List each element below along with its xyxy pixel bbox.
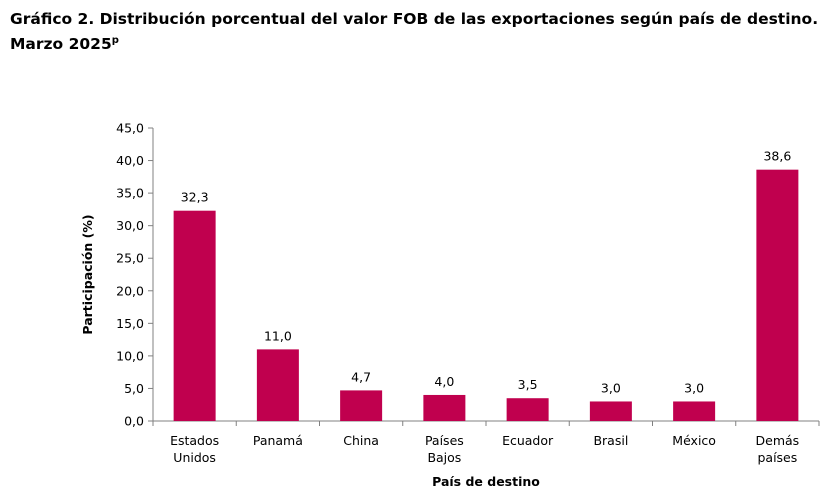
y-tick-label: 45,0 <box>116 121 144 136</box>
x-category-label: países <box>757 450 797 465</box>
x-category-label: Estados <box>170 433 219 448</box>
chart-title-line-2: Marzo 2025p <box>10 30 810 55</box>
y-tick-label: 15,0 <box>116 316 144 331</box>
x-category-label: China <box>343 433 379 448</box>
x-category-label: Panamá <box>253 433 303 448</box>
data-label: 3,0 <box>601 380 621 395</box>
bar <box>506 398 549 421</box>
y-axis-title: Participación (%) <box>80 214 95 334</box>
x-category-label: Brasil <box>593 433 628 448</box>
x-category-label: Demás <box>756 433 800 448</box>
x-axis-title: País de destino <box>432 474 540 489</box>
y-tick-label: 20,0 <box>116 283 144 298</box>
bar <box>756 169 799 421</box>
x-category-label: Ecuador <box>502 433 554 448</box>
y-tick-label: 0,0 <box>124 414 144 429</box>
x-category-label: Bajos <box>427 450 461 465</box>
y-tick-label: 5,0 <box>124 381 144 396</box>
y-tick-label: 30,0 <box>116 218 144 233</box>
x-category-label: Países <box>425 433 464 448</box>
chart-title-superscript: p <box>111 35 119 46</box>
y-tick-label: 35,0 <box>116 186 144 201</box>
chart-title-period: Marzo 2025 <box>10 35 112 53</box>
bar <box>173 210 216 421</box>
y-tick-label: 40,0 <box>116 153 144 168</box>
y-tick-label: 10,0 <box>116 348 144 363</box>
x-category-label: México <box>672 433 716 448</box>
chart-title-line-1: Gráfico 2. Distribución porcentual del v… <box>10 10 819 28</box>
data-label: 3,0 <box>684 380 704 395</box>
bar <box>589 401 632 421</box>
bar <box>340 390 383 421</box>
bar <box>673 401 716 421</box>
bar <box>256 349 299 421</box>
data-label: 32,3 <box>181 190 209 205</box>
x-category-label: Unidos <box>173 450 216 465</box>
data-label: 3,5 <box>518 377 538 392</box>
data-label: 4,0 <box>434 374 454 389</box>
bar <box>423 394 466 421</box>
data-label: 11,0 <box>264 328 292 343</box>
data-label: 38,6 <box>763 149 791 164</box>
y-tick-label: 25,0 <box>116 251 144 266</box>
chart-title: Gráfico 2. Distribución porcentual del v… <box>10 8 819 55</box>
data-label: 4,7 <box>351 369 371 384</box>
